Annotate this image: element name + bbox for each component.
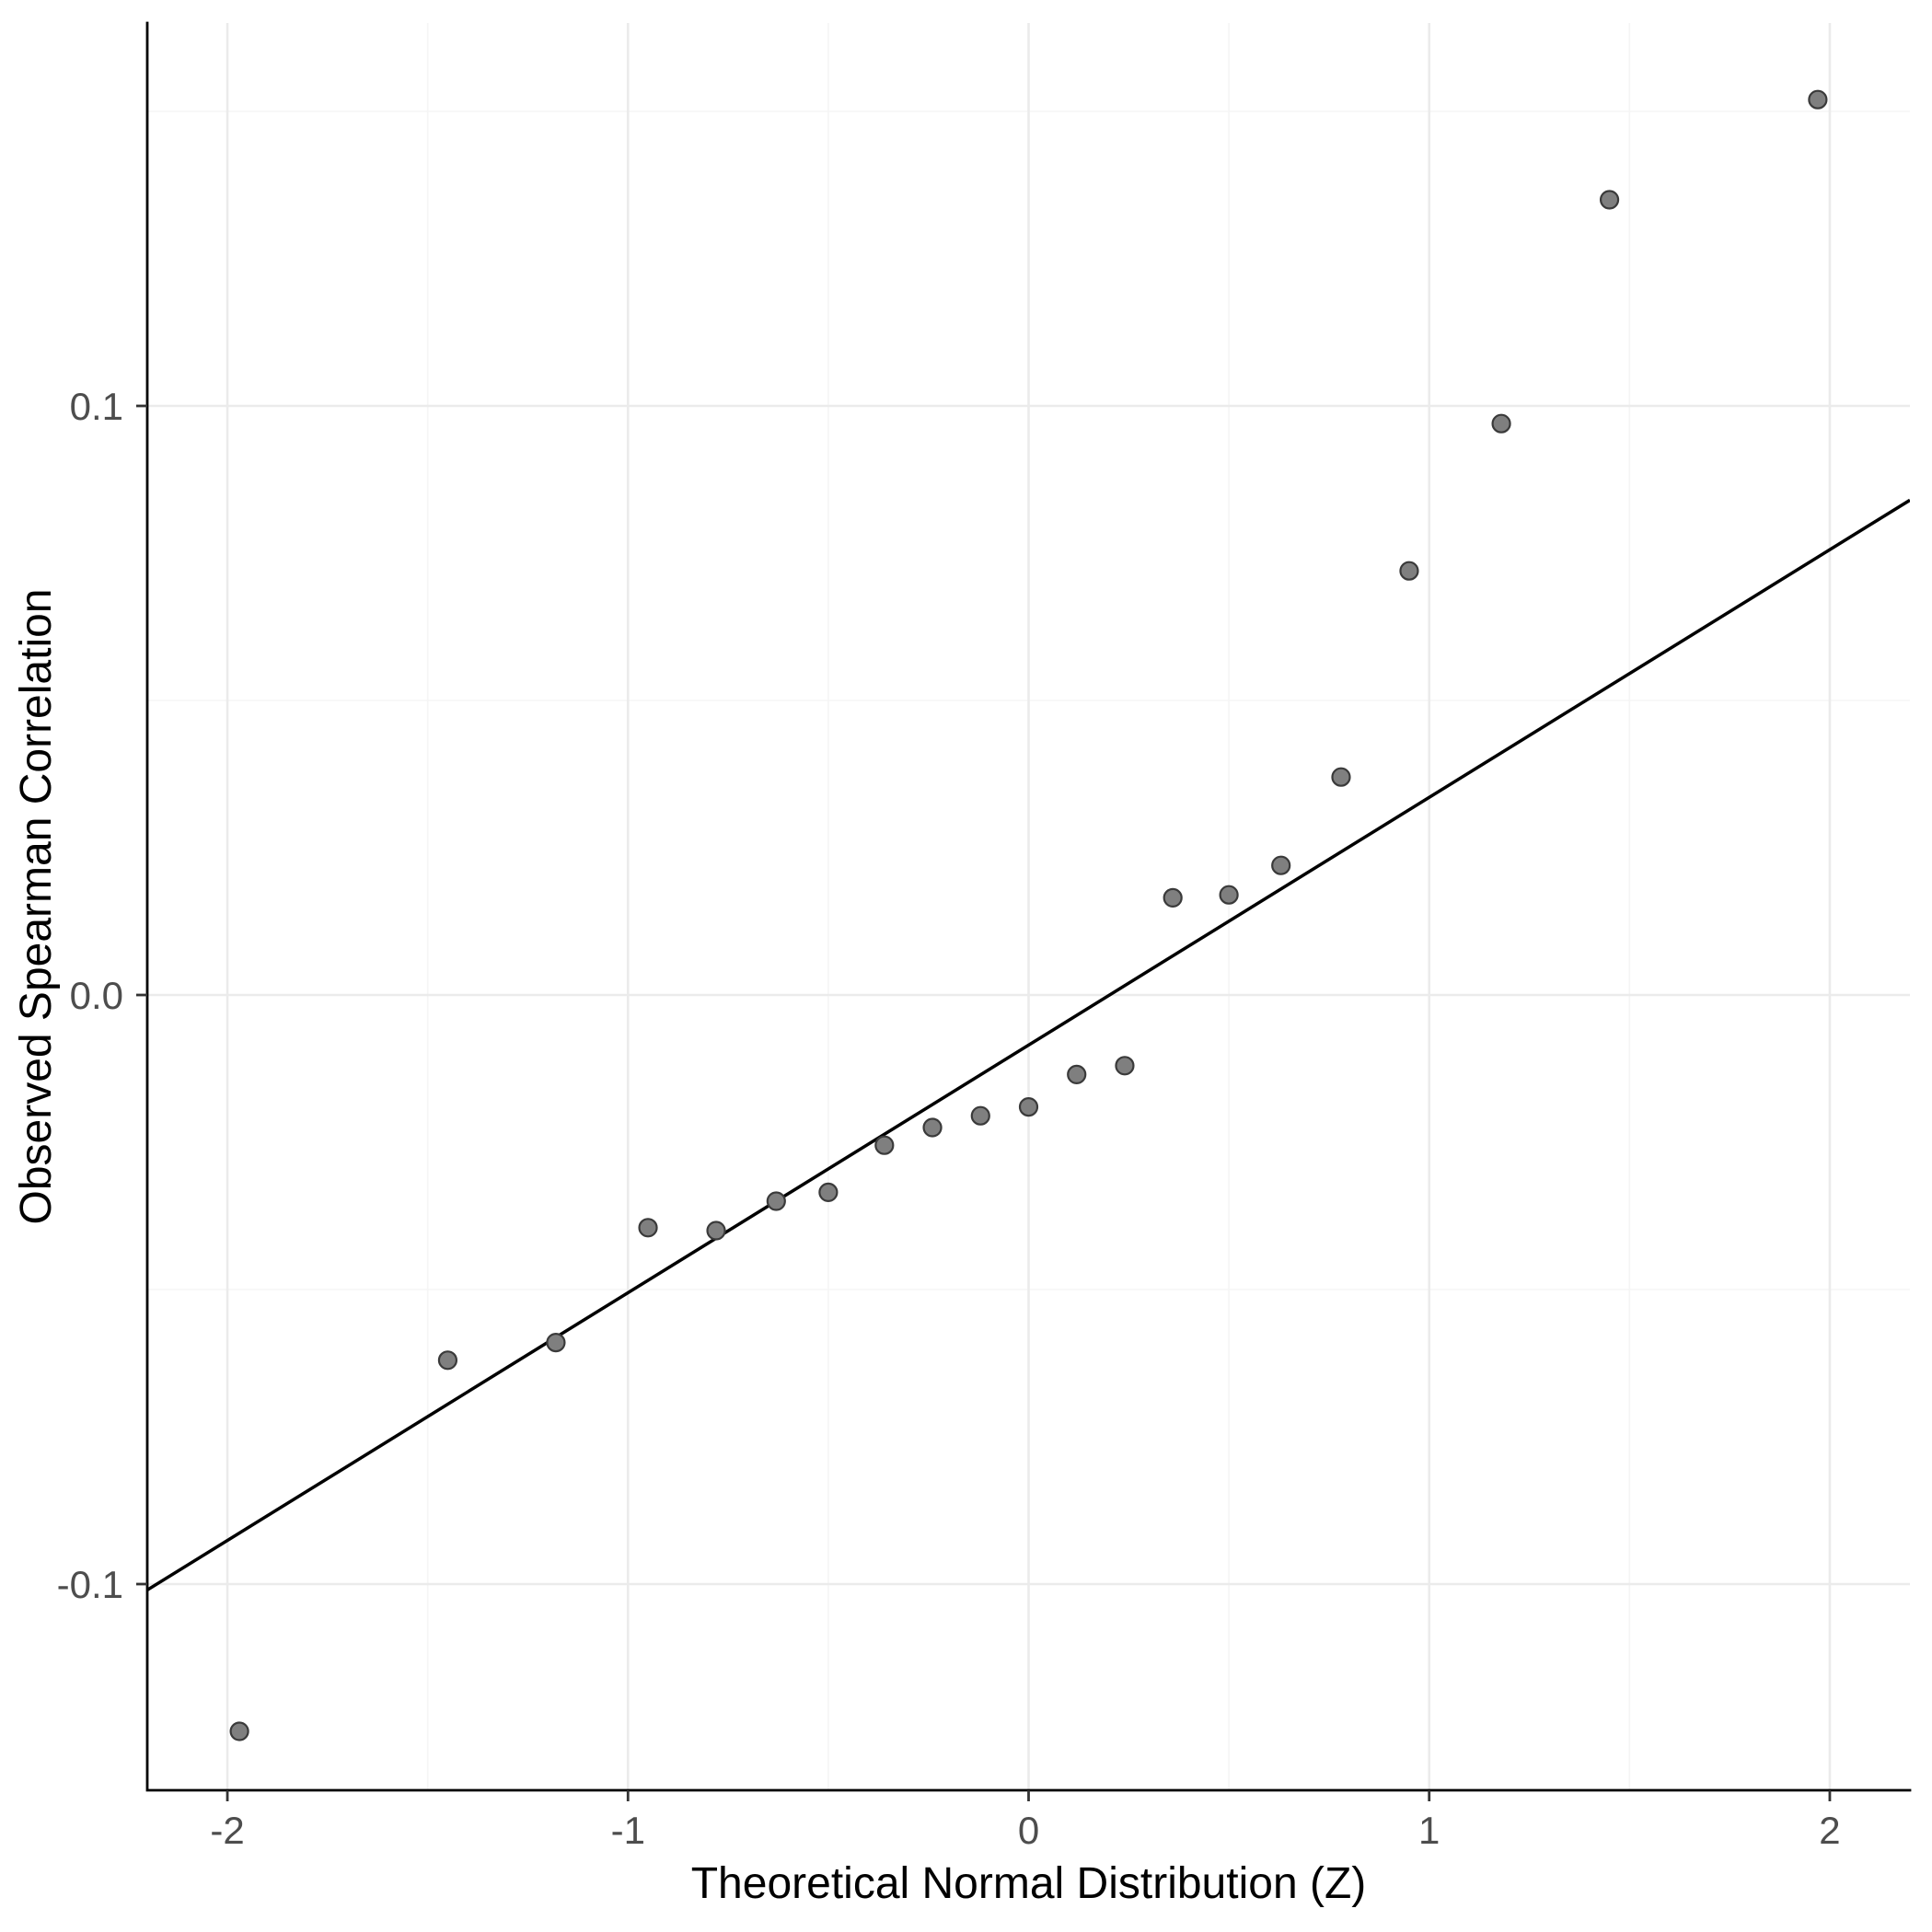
qq-reference-line — [147, 498, 1910, 1591]
x-tick-label: 0 — [1018, 1809, 1039, 1852]
data-point — [1271, 855, 1291, 875]
y-axis-title: Observed Spearman Correlation — [12, 588, 61, 1224]
x-tick-label: 2 — [1819, 1809, 1840, 1852]
data-point — [818, 1182, 839, 1203]
data-point — [766, 1191, 786, 1211]
x-axis-title: Theoretical Normal Distribution (Z) — [691, 1859, 1367, 1908]
chart-layers: -2 -1 0 1 2 -0.1 0.0 0.1 — [57, 21, 1912, 1852]
x-tick-label: -2 — [210, 1809, 244, 1852]
data-point — [1219, 885, 1239, 905]
y-tick-label: -0.1 — [57, 1563, 123, 1606]
data-point — [1808, 89, 1828, 110]
data-point — [1018, 1096, 1039, 1117]
data-point — [922, 1117, 943, 1138]
data-point — [1399, 561, 1419, 581]
data-point — [1067, 1064, 1087, 1085]
data-point — [638, 1218, 658, 1238]
data-point — [1491, 413, 1511, 434]
data-point — [229, 1721, 249, 1741]
data-point — [1163, 887, 1183, 908]
axis-line — [145, 21, 1912, 1792]
data-point — [437, 1350, 458, 1371]
y-tick-label: 0.1 — [70, 385, 123, 428]
x-tick-label: 1 — [1418, 1809, 1440, 1852]
data-point — [970, 1105, 990, 1126]
data-point — [874, 1135, 895, 1155]
data-point — [706, 1221, 726, 1241]
x-tick-label: -1 — [611, 1809, 645, 1852]
data-point — [1115, 1056, 1135, 1076]
data-point — [1599, 190, 1620, 210]
data-point — [1331, 767, 1351, 787]
data-point — [546, 1332, 566, 1353]
y-tick-label: 0.0 — [70, 974, 123, 1017]
